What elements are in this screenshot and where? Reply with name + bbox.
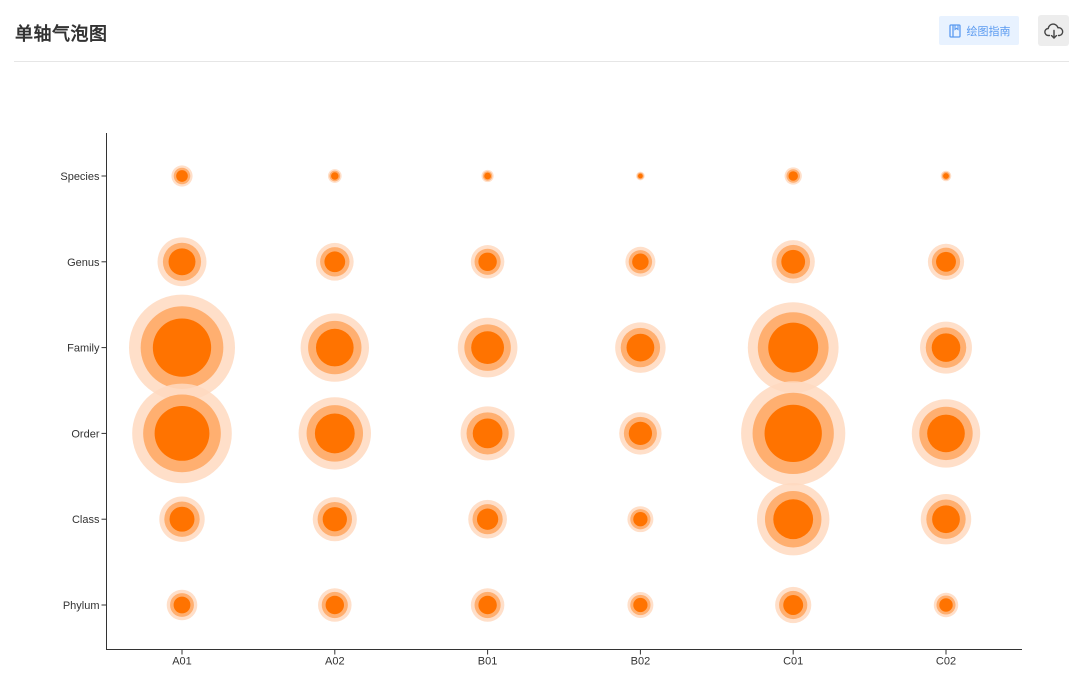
y-tick-label: Family	[67, 343, 100, 355]
bubble-core	[773, 499, 814, 540]
bubble	[784, 167, 802, 185]
bubble-core	[788, 171, 798, 181]
bubble	[166, 589, 198, 621]
bubble	[312, 497, 357, 542]
bubble	[300, 313, 370, 382]
bubble-core	[764, 404, 822, 463]
guide-button[interactable]: 绘图指南	[939, 16, 1019, 45]
bubble-core	[476, 508, 499, 530]
bubble	[318, 588, 352, 622]
bubble-core	[176, 170, 188, 182]
bubble	[315, 242, 354, 281]
bubble-core	[471, 331, 505, 365]
bubble-core	[768, 322, 819, 373]
bubble-core	[936, 251, 956, 272]
bubble	[129, 294, 235, 401]
y-tick-label: Class	[72, 514, 100, 526]
bubble-core	[781, 249, 806, 274]
book-icon	[948, 23, 962, 38]
download-button[interactable]	[1038, 15, 1069, 46]
bubble-core	[632, 253, 649, 271]
y-tick-label: Phylum	[63, 600, 100, 612]
bubble-core	[168, 248, 196, 276]
x-tick-label: A02	[325, 656, 345, 668]
bubble-core	[638, 173, 643, 179]
bubble-core	[152, 318, 212, 377]
bubble	[615, 322, 666, 373]
bubble-core	[478, 595, 497, 615]
bubble-core	[927, 414, 965, 453]
bubble-core	[943, 173, 949, 179]
bubble-core	[173, 596, 191, 614]
bubble	[741, 381, 846, 486]
bubble-core	[169, 506, 195, 532]
x-tick-label: A01	[172, 656, 192, 668]
bubble-core	[628, 421, 653, 446]
bubble	[327, 169, 342, 183]
bubble-core	[484, 172, 491, 180]
bubble	[911, 399, 981, 468]
bubble	[625, 246, 656, 277]
bubble	[157, 237, 207, 287]
bubble-core	[626, 333, 655, 362]
bubble	[619, 412, 662, 455]
bubble	[159, 496, 205, 542]
bubble	[940, 170, 952, 182]
bubble	[470, 245, 505, 279]
bubble	[927, 243, 965, 280]
bubbles-layer	[129, 165, 981, 624]
bubble	[132, 383, 232, 484]
bubble	[920, 321, 972, 374]
x-tick-label: C02	[936, 656, 956, 668]
bubble-core	[154, 406, 210, 461]
bubble	[771, 240, 815, 284]
y-tick-label: Order	[71, 428, 99, 440]
bubble	[933, 592, 959, 618]
bubble	[747, 302, 839, 393]
bubble-core	[939, 598, 953, 612]
bubble-core	[478, 252, 497, 272]
guide-button-label: 绘图指南	[966, 24, 1011, 38]
bubble	[460, 406, 515, 461]
bubble-core	[472, 418, 503, 449]
bubble	[920, 493, 972, 545]
cloud-download-icon	[1043, 22, 1064, 39]
bubble	[636, 171, 645, 181]
bubble	[470, 588, 505, 622]
bubble-core	[325, 595, 345, 615]
bubble	[171, 165, 193, 187]
bubble-core	[314, 413, 355, 454]
bubble-core	[324, 251, 346, 273]
x-tick-label: B01	[478, 656, 498, 668]
bubble	[468, 499, 507, 539]
bubble	[298, 397, 372, 470]
bubble	[627, 592, 654, 618]
y-axis-ticks: Species Genus Family Order Class Phylum	[60, 171, 107, 612]
bubble	[481, 169, 494, 183]
page-title: 单轴气泡图	[15, 24, 108, 45]
bubble-core	[315, 328, 354, 367]
bubble-core	[633, 597, 648, 613]
bubble	[756, 482, 830, 556]
y-tick-label: Species	[60, 171, 100, 183]
bubble	[457, 317, 518, 378]
bubble	[775, 586, 812, 624]
header: 单轴气泡图 绘图指南	[14, 0, 1069, 62]
bubble-core	[322, 507, 347, 532]
bubble-core	[783, 595, 804, 615]
x-axis-ticks: A01 A02 B01 B02 C01 C02	[172, 649, 956, 668]
x-tick-label: C01	[783, 656, 803, 668]
bubble-core	[932, 505, 960, 534]
bubble-core	[931, 333, 961, 362]
x-tick-label: B02	[631, 656, 651, 668]
bubble-core	[633, 512, 648, 527]
bubble-core	[331, 172, 339, 180]
bubble	[627, 506, 654, 533]
y-tick-label: Genus	[67, 257, 100, 269]
